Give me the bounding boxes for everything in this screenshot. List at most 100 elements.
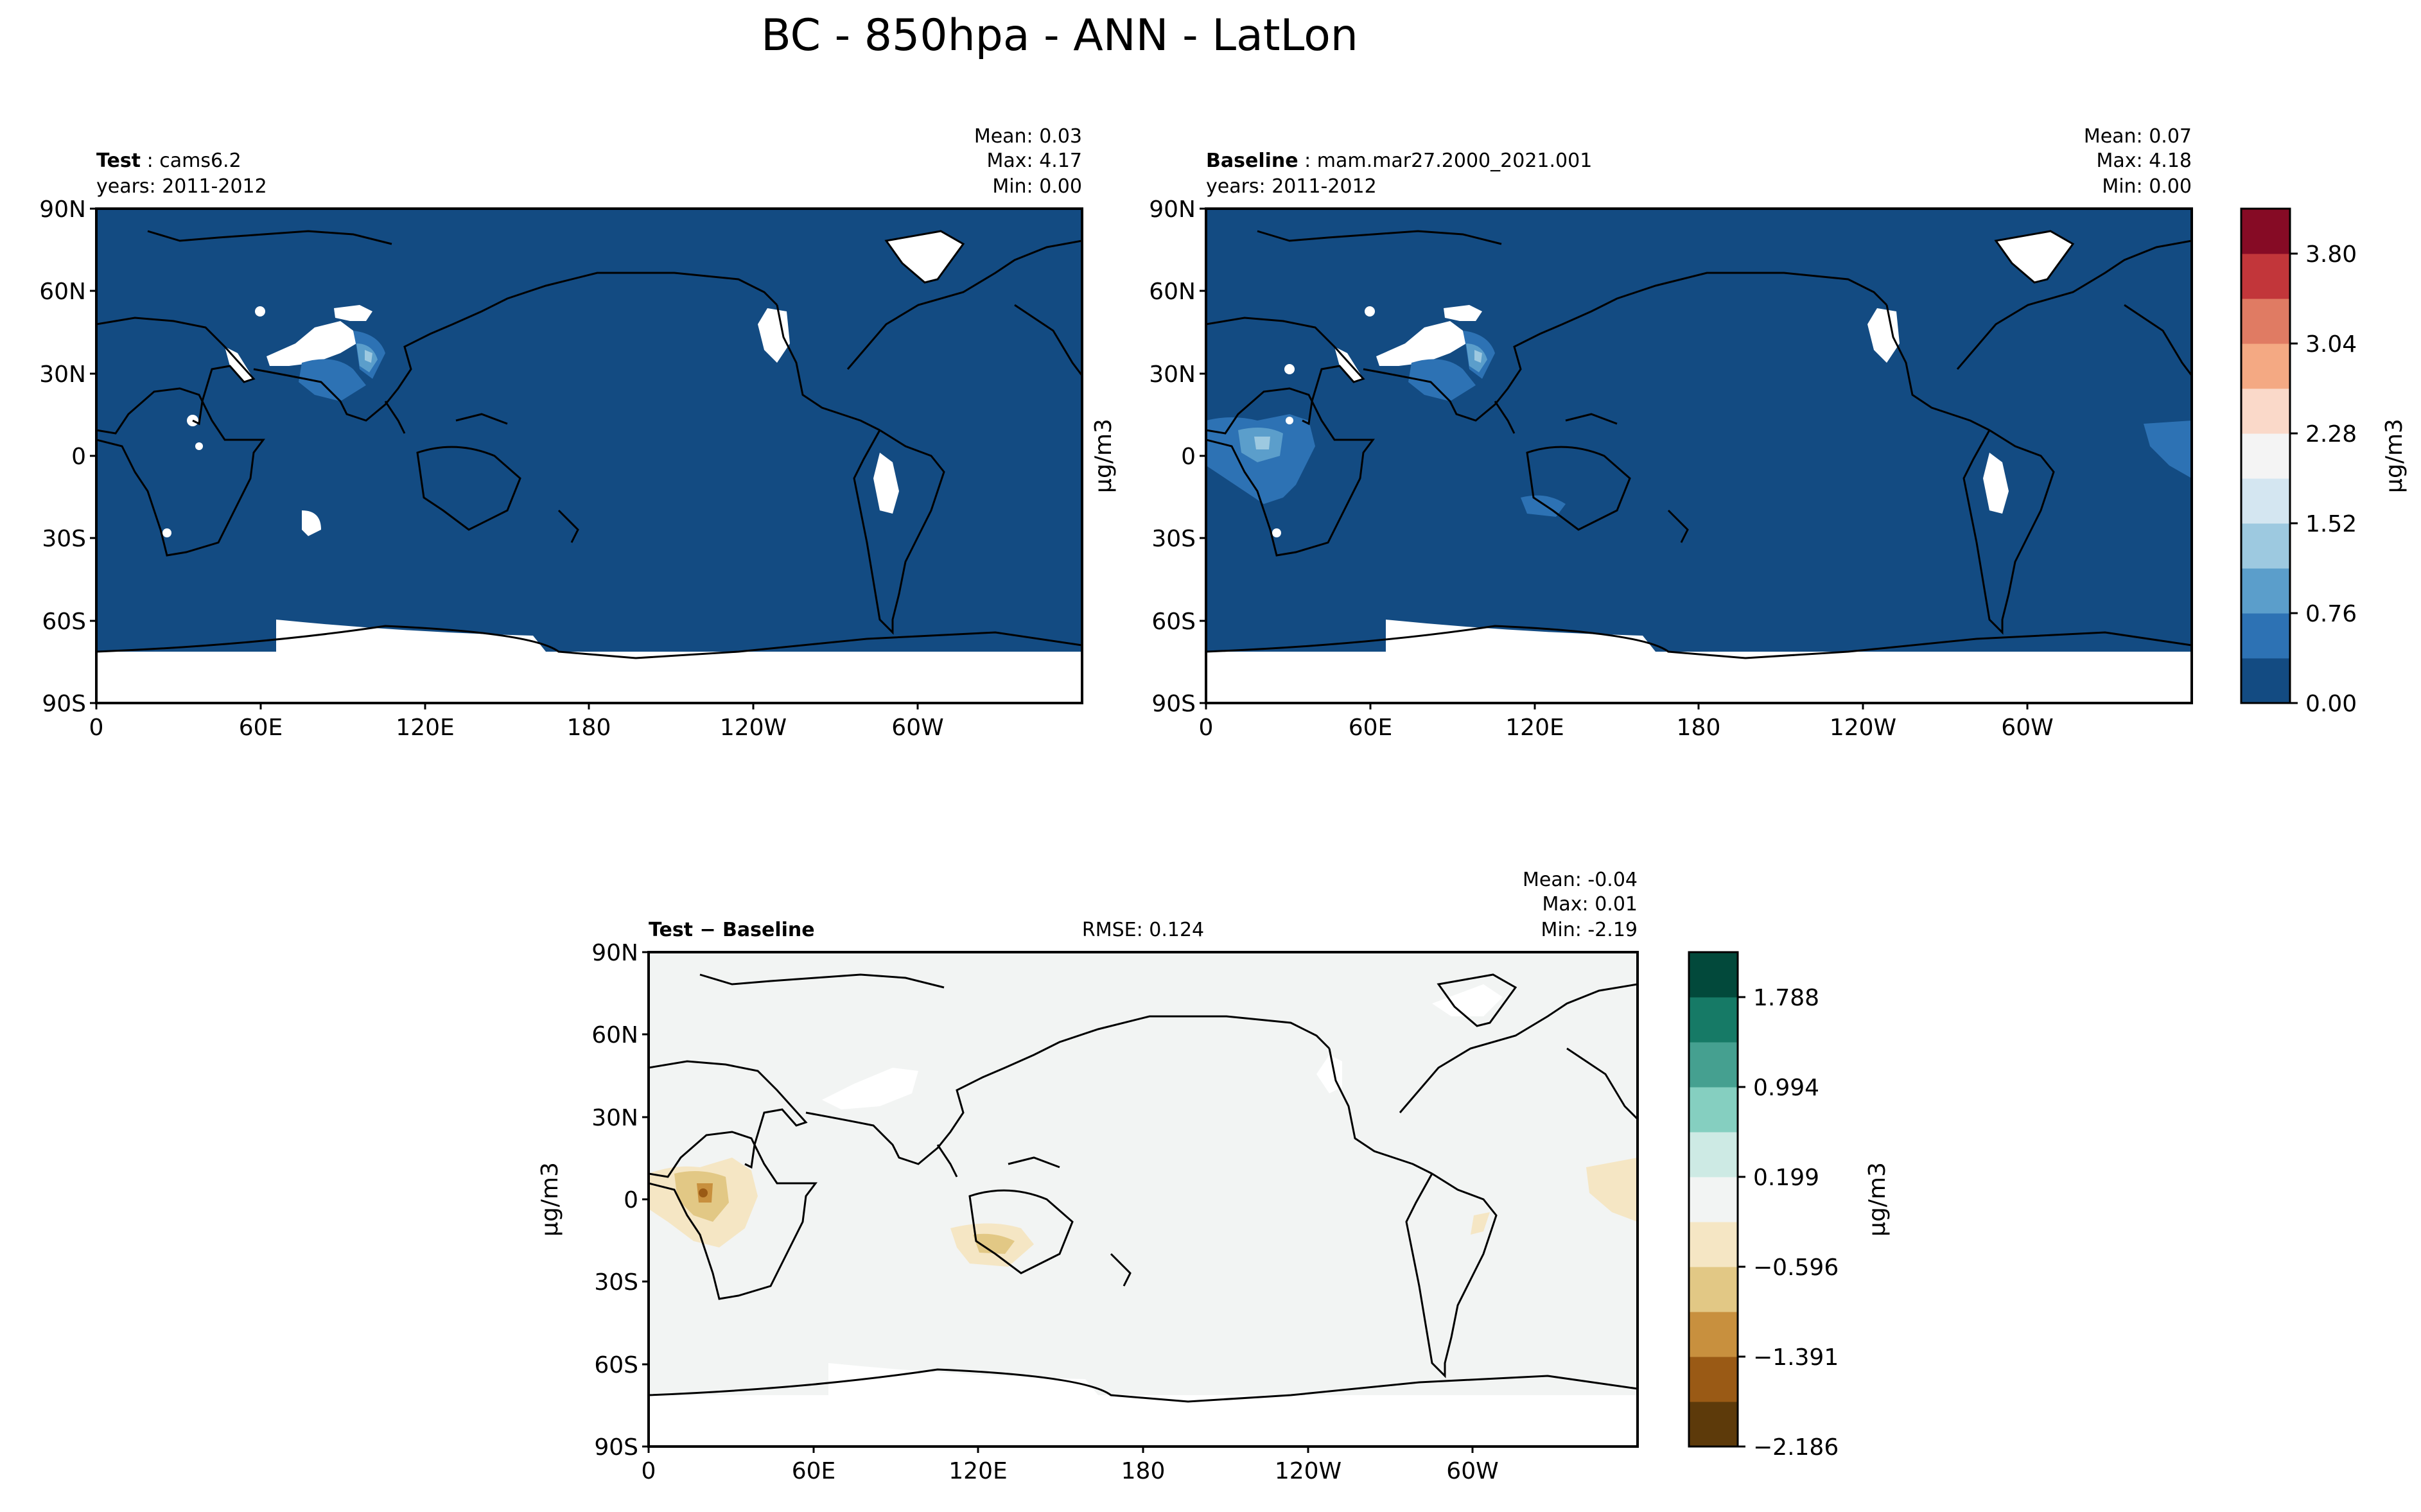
panel-test-ytick-4: 30S (42, 526, 96, 552)
panel-baseline-label-bold: Baseline (1206, 150, 1298, 172)
diff-colorbar-tick-4: −1.391 (1738, 1344, 1839, 1371)
main-colorbar-cell-3 (2241, 523, 2290, 569)
panel-baseline-xtick-label-0: 0 (1199, 715, 1214, 741)
panel-test-xtick-label-2: 120E (396, 715, 454, 741)
panel-test-yticks: 90N 60N 30N 0 30S 60S 90S (39, 196, 96, 717)
diff-colorbar-cell-8 (1689, 1042, 1738, 1088)
panel-baseline-xtick-2: 120E (1505, 703, 1564, 741)
panel-diff-xtick-label-4: 120W (1275, 1458, 1342, 1484)
main-colorbar-tick-2: 2.28 (2290, 421, 2357, 448)
diff-colorbar-tick-label-4: −1.391 (1753, 1344, 1839, 1371)
panel-baseline-xtick-4: 120W (1830, 703, 1896, 741)
diff-colorbar: 1.788 0.994 0.199 −0.596 −1.391 −2.186 µ… (1688, 951, 1891, 1461)
panel-test-xtick-label-1: 60E (239, 715, 283, 741)
diff-colorbar-cell-1 (1689, 1357, 1738, 1402)
panel-diff-neg-xlarge (699, 1188, 708, 1197)
diff-colorbar-cell-10 (1689, 952, 1738, 998)
panel-test-ytick-5: 60S (42, 609, 96, 635)
panel-diff-ytick-1: 60N (591, 1022, 649, 1048)
panel-baseline-ytick-label-3: 0 (1181, 444, 1196, 470)
panel-baseline: Baseline : mam.mar27.2000_2021.001 years… (1090, 125, 2193, 741)
main-colorbar-cell-8 (2241, 299, 2290, 344)
main-colorbar-cell-9 (2241, 254, 2290, 299)
panel-diff-rmse: RMSE: 0.124 (1082, 919, 1204, 941)
panel-diff-ytick-4: 30S (594, 1269, 649, 1296)
panel-diff-xtick-label-1: 60E (792, 1458, 836, 1484)
panel-test-ytick-label-3: 0 (71, 444, 86, 470)
main-colorbar-cell-7 (2241, 343, 2290, 389)
diff-colorbar-tick-label-0: 1.788 (1753, 985, 1819, 1011)
panel-test-min: Min: 0.00 (992, 175, 1082, 198)
diff-colorbar-cell-0 (1689, 1402, 1738, 1447)
diff-colorbar-tick-2: 0.199 (1738, 1165, 1819, 1191)
main-colorbar-frame (2240, 207, 2291, 704)
diff-colorbar-tick-3: −0.596 (1738, 1255, 1839, 1281)
main-colorbar-cell-10 (2241, 209, 2290, 254)
panel-diff-ytick-label-6: 90S (594, 1434, 638, 1461)
panel-test-xtick-label-4: 120W (720, 715, 787, 741)
diff-colorbar-tick-label-3: −0.596 (1753, 1255, 1839, 1281)
panel-test-xtick-5: 60W (891, 703, 944, 741)
panel-diff-xtick-label-0: 0 (642, 1458, 656, 1484)
diff-colorbar-label: µg/m3 (1864, 1162, 1891, 1237)
main-colorbar-tick-4: 0.76 (2290, 601, 2357, 627)
panel-baseline-dots (1272, 417, 1293, 537)
panel-diff-yticks: 90N 60N 30N 0 30S 60S 90S (591, 940, 649, 1461)
panel-test-xtick-label-3: 180 (567, 715, 611, 741)
panel-baseline-high-contours (1254, 350, 1482, 449)
panel-baseline-mean: Mean: 0.07 (2084, 125, 2192, 148)
panel-test-ytick-0: 90N (39, 196, 96, 223)
panel-baseline-ytick-label-0: 90N (1149, 196, 1196, 223)
panel-test-ytick-label-0: 90N (39, 196, 86, 223)
panel-diff-xtick-label-5: 60W (1446, 1458, 1498, 1484)
diff-colorbar-cells (1689, 952, 1738, 1447)
panel-test-xtick-label-0: 0 (89, 715, 104, 741)
panel-diff-xtick-2: 120E (948, 1447, 1008, 1484)
panel-test-xtick-label-5: 60W (891, 715, 943, 741)
diff-colorbar-tick-label-2: 0.199 (1753, 1165, 1819, 1191)
diff-colorbar-cell-5 (1689, 1177, 1738, 1222)
panel-diff-ylabel: µg/m3 (537, 1162, 563, 1237)
panel-test-xtick-2: 120E (396, 703, 455, 741)
panel-baseline-coastlines (1206, 230, 2192, 659)
panel-test-coastlines (96, 230, 1082, 659)
panel-test-label-rest: cams6.2 (159, 150, 241, 172)
panel-baseline-map (1206, 209, 2192, 703)
panel-test-ytick-label-2: 30N (39, 361, 86, 388)
panel-test-label: Test : cams6.2 (96, 150, 241, 172)
panel-baseline-xtick-3: 180 (1677, 703, 1720, 741)
panel-test-ytick-6: 90S (42, 691, 96, 717)
main-colorbar-ticks: 3.80 3.04 2.28 1.52 0.76 0.00 (2290, 241, 2357, 717)
diff-colorbar-tick-label-5: −2.186 (1753, 1434, 1839, 1461)
diff-colorbar-tick-5: −2.186 (1738, 1434, 1839, 1461)
panel-diff-mean: Mean: -0.04 (1523, 869, 1638, 891)
panel-baseline-ylabel: µg/m3 (1090, 419, 1117, 493)
diff-colorbar-tick-1: 0.994 (1738, 1075, 1819, 1101)
panel-baseline-ytick-3: 0 (1181, 444, 1206, 470)
main-colorbar-label: µg/m3 (2381, 419, 2408, 493)
main-colorbar-cell-5 (2241, 433, 2290, 479)
panel-diff-xtick-1: 60E (792, 1447, 836, 1484)
panel-diff-xtick-3: 180 (1121, 1447, 1165, 1484)
panel-baseline-ytick-label-4: 30S (1151, 526, 1196, 552)
panel-baseline-ytick-4: 30S (1151, 526, 1206, 552)
panel-diff-xticks: 0 60E 120E 180 120W 60W (642, 1447, 1499, 1484)
panel-diff-ytick-label-1: 60N (591, 1022, 638, 1048)
main-colorbar-cell-1 (2241, 613, 2290, 659)
panel-baseline-max: Max: 4.18 (2097, 150, 2192, 172)
panel-baseline-xtick-5: 60W (2001, 703, 2054, 741)
panel-baseline-xtick-0: 0 (1199, 703, 1214, 741)
panel-test-label-sep: : (141, 150, 159, 172)
panel-diff-ytick-label-4: 30S (594, 1269, 638, 1296)
panel-test-ytick-label-4: 30S (42, 526, 86, 552)
panel-diff-xtick-5: 60W (1446, 1447, 1499, 1484)
panel-diff-ytick-label-5: 60S (594, 1352, 638, 1378)
panel-diff-background (649, 952, 1638, 1447)
panel-baseline-ytick-2: 30N (1149, 361, 1206, 388)
main-colorbar-tick-3: 1.52 (2290, 511, 2357, 537)
main-colorbar-tick-0: 3.80 (2290, 241, 2357, 268)
main-colorbar-cell-2 (2241, 568, 2290, 614)
panel-diff-ytick-label-2: 30N (591, 1105, 638, 1131)
diff-colorbar-ticks: 1.788 0.994 0.199 −0.596 −1.391 −2.186 (1738, 985, 1839, 1461)
